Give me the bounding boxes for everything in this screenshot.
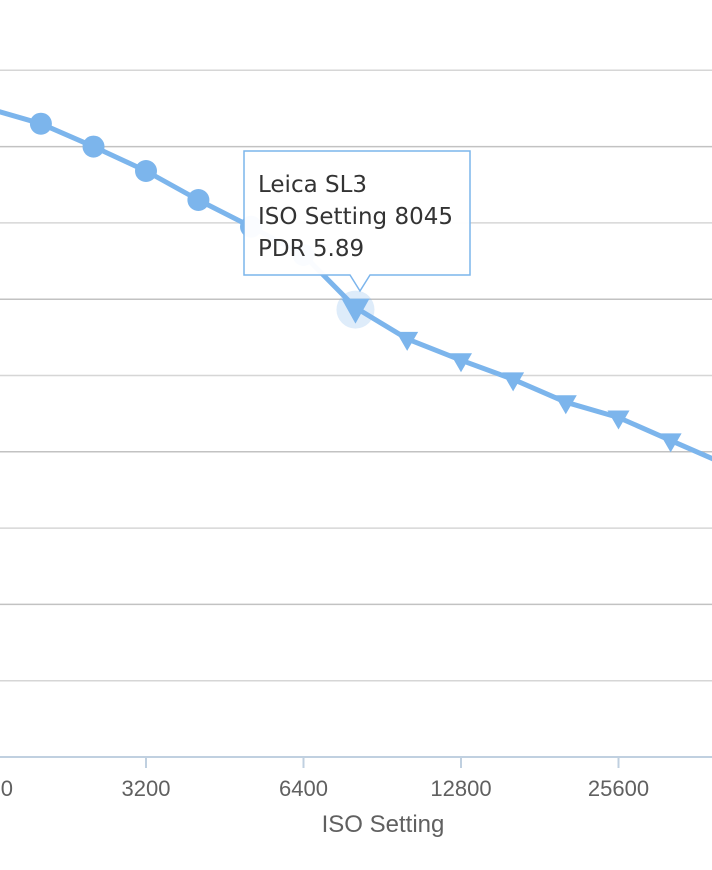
x-tick-label: 1600 <box>0 776 13 801</box>
tooltip-series-name: Leica SL3 <box>258 172 367 198</box>
data-point-triangle <box>502 372 525 392</box>
x-tick-label: 6400 <box>279 776 328 801</box>
tooltip-box <box>243 150 471 293</box>
series-line <box>0 109 712 462</box>
data-point-triangle <box>659 433 682 453</box>
data-point-triangle <box>607 410 630 430</box>
tooltip: Leica SL3 ISO Setting 8045 PDR 5.89 <box>243 150 471 293</box>
x-axis-title: ISO Setting <box>322 811 445 838</box>
data-point-circle <box>187 189 210 212</box>
data-point-triangle <box>341 298 370 324</box>
data-point-circle <box>82 135 105 158</box>
data-point-triangle <box>450 353 472 373</box>
x-tick-label: 12800 <box>430 776 491 801</box>
data-point-circle <box>29 112 52 135</box>
data-point-triangle <box>554 395 577 415</box>
tooltip-y-value: PDR 5.89 <box>258 236 364 262</box>
x-axis: 1600 3200 6400 12800 25600 <box>0 756 712 801</box>
x-tick-label: 3200 <box>122 776 171 801</box>
tooltip-x-value: ISO Setting 8045 <box>258 204 453 230</box>
data-point-circle <box>135 160 157 183</box>
data-point-triangle <box>396 331 419 351</box>
x-tick-label: 25600 <box>588 776 649 801</box>
